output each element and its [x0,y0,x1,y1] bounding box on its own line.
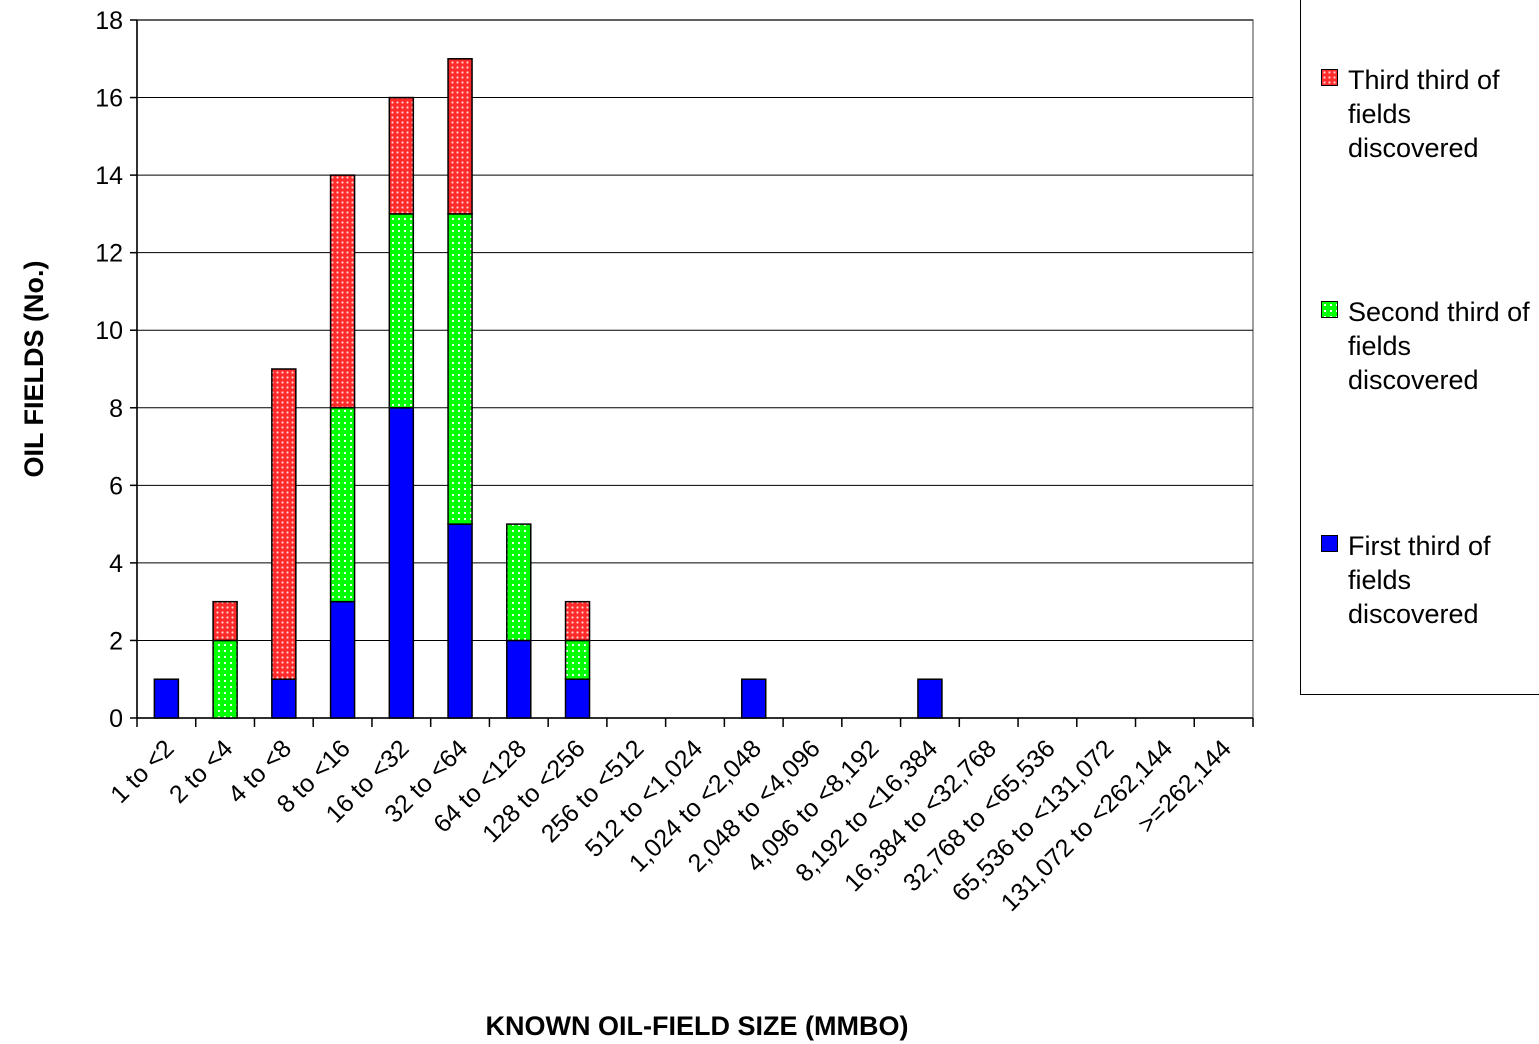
x-axis-title: KNOWN OIL-FIELD SIZE (MMBO) [486,1011,909,1041]
y-tick-label: 6 [109,472,123,500]
x-tick-label: 2 to <4 [164,734,238,808]
y-axis-title: OIL FIELDS (No.) [19,261,49,478]
bar-first-third [740,678,767,719]
legend-label-first-third: First third of fields discovered [1348,531,1491,629]
y-tick-label: 0 [109,705,123,733]
y-tick-label: 16 [95,85,123,113]
bar-first-third [447,523,473,719]
bar-second-third [388,213,415,409]
bar-third-third [564,600,591,642]
y-tick-label: 2 [109,627,123,655]
bar-second-third [506,523,532,642]
bar-first-third [271,678,297,719]
y-axis: 0 2 4 6 8 10 12 14 16 18 [95,7,138,733]
x-tick-label: 1 to <2 [105,734,179,808]
bar-second-third [329,407,356,603]
legend-swatch-first-third [1321,535,1338,552]
bar-third-third [447,58,473,215]
legend: Third third of fields discovered Second … [1300,0,1539,695]
plot-frame [136,19,1254,719]
legend-label-second-third: Second third of fields discovered [1348,297,1530,395]
bar-second-third [564,639,591,680]
bar-second-third [447,213,473,525]
y-tick-label: 12 [95,240,123,268]
bars [153,58,943,719]
bar-first-third [917,678,943,719]
legend-swatch-third-third [1321,69,1338,86]
plot-area [136,19,1254,719]
y-tick-label: 10 [95,317,123,345]
legend-swatch-second-third [1321,301,1338,318]
y-tick-label: 18 [95,7,123,35]
bar-third-third [388,96,415,215]
legend-label-third-third: Third third of fields discovered [1348,65,1500,163]
y-tick-label: 4 [109,550,123,578]
bar-first-third [388,407,415,719]
bar-third-third [212,600,238,642]
bar-second-third [212,639,238,719]
bar-first-third [506,639,532,719]
bar-first-third [329,600,356,719]
bar-third-third [271,368,297,680]
y-tick-label: 14 [95,162,123,190]
bar-third-third [329,174,356,409]
bar-first-third [564,678,591,719]
y-tick-label: 8 [109,395,123,423]
bar-first-third [153,678,180,719]
